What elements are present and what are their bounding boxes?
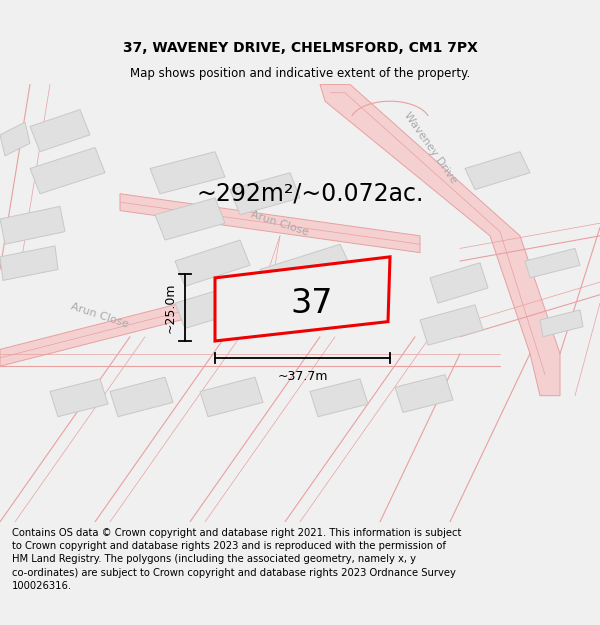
Text: ~37.7m: ~37.7m (277, 369, 328, 382)
Polygon shape (30, 109, 90, 152)
Polygon shape (430, 262, 488, 303)
Polygon shape (0, 122, 30, 156)
Polygon shape (175, 282, 255, 328)
Polygon shape (110, 377, 173, 417)
Polygon shape (420, 305, 483, 345)
Polygon shape (395, 374, 453, 413)
Polygon shape (150, 152, 225, 194)
Polygon shape (50, 379, 108, 417)
Polygon shape (525, 248, 580, 278)
Polygon shape (120, 194, 420, 252)
Polygon shape (30, 148, 105, 194)
Polygon shape (310, 379, 368, 417)
Text: Waveney Drive: Waveney Drive (401, 110, 458, 185)
Text: Arun Close: Arun Close (250, 209, 310, 238)
Text: ~292m²/~0.072ac.: ~292m²/~0.072ac. (196, 182, 424, 206)
Polygon shape (0, 246, 58, 281)
Polygon shape (200, 377, 263, 417)
Polygon shape (260, 282, 347, 330)
Polygon shape (215, 257, 390, 341)
Polygon shape (155, 198, 225, 240)
Polygon shape (230, 173, 300, 215)
Polygon shape (260, 244, 352, 295)
Text: 37, WAVENEY DRIVE, CHELMSFORD, CM1 7PX: 37, WAVENEY DRIVE, CHELMSFORD, CM1 7PX (122, 41, 478, 56)
Polygon shape (0, 278, 280, 366)
Polygon shape (465, 152, 530, 189)
Polygon shape (0, 206, 65, 244)
Text: 37: 37 (291, 287, 333, 320)
Polygon shape (320, 84, 560, 396)
Polygon shape (540, 310, 583, 337)
Polygon shape (175, 240, 250, 286)
Text: Contains OS data © Crown copyright and database right 2021. This information is : Contains OS data © Crown copyright and d… (12, 528, 461, 591)
Text: Map shows position and indicative extent of the property.: Map shows position and indicative extent… (130, 67, 470, 80)
Text: ~25.0m: ~25.0m (164, 282, 177, 332)
Text: Arun Close: Arun Close (70, 302, 130, 330)
